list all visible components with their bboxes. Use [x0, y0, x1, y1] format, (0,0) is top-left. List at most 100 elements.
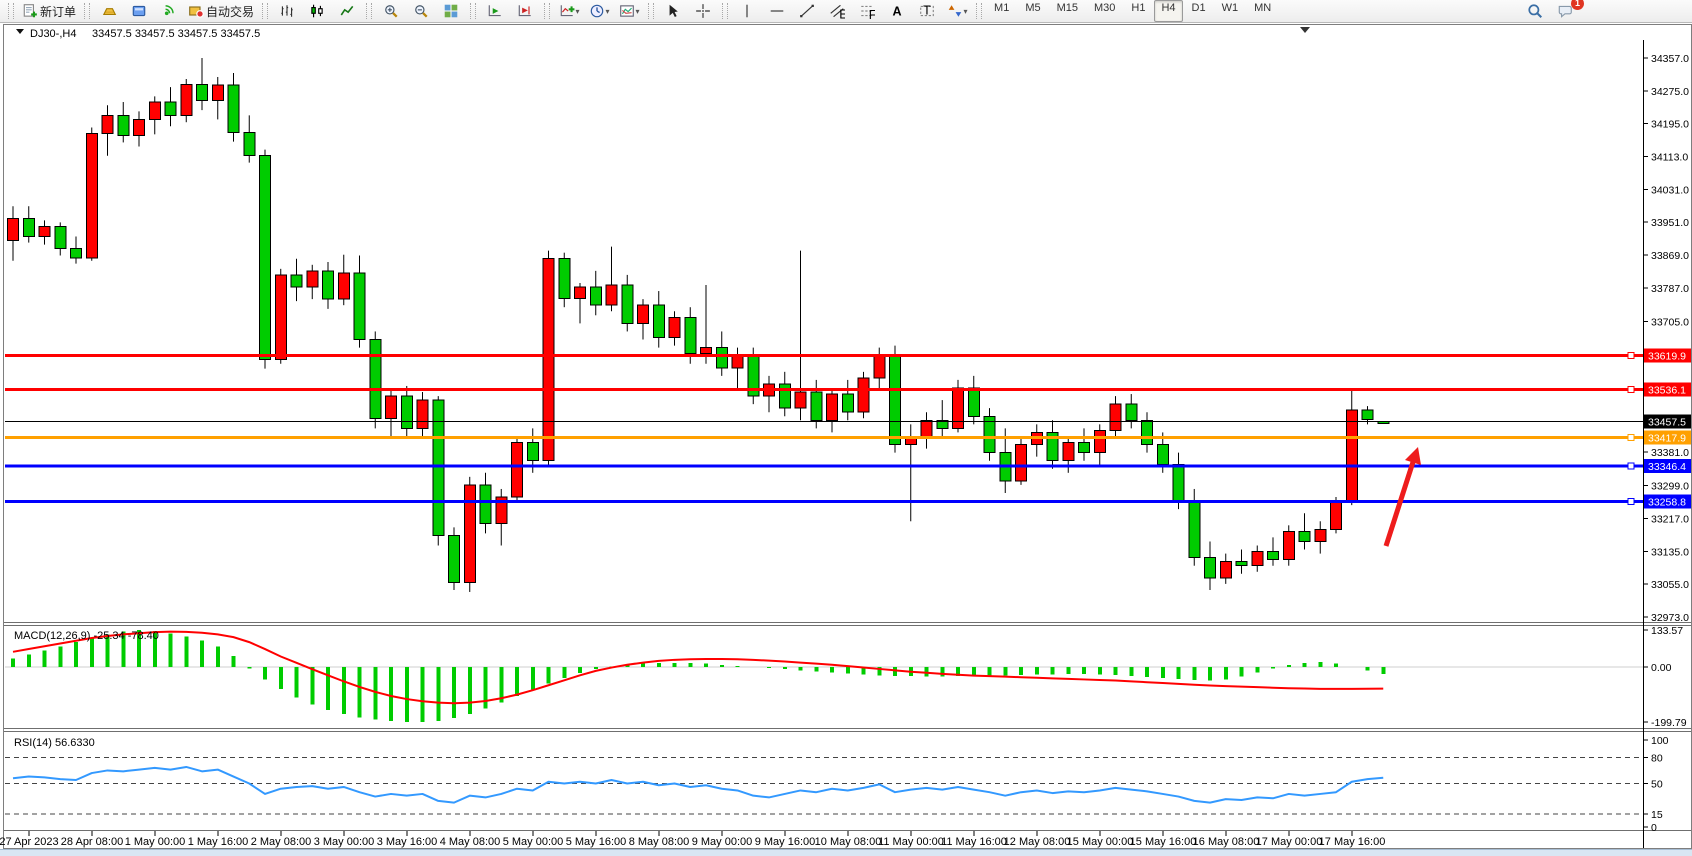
candle-chart-button[interactable]: [303, 0, 331, 22]
toolbar-grip[interactable]: [8, 3, 14, 19]
toolbar-grip[interactable]: [544, 3, 551, 19]
zoom-out-button[interactable]: [407, 0, 435, 22]
vertical-line-button[interactable]: [733, 0, 761, 22]
dropdown-arrow-icon[interactable]: ▾: [575, 6, 580, 16]
toolbar-grip[interactable]: [84, 3, 91, 19]
line-handle[interactable]: [1627, 352, 1635, 360]
time-tick-label: 10 May 08:00: [815, 836, 882, 848]
terminal-button[interactable]: [125, 0, 153, 22]
channel-button[interactable]: E: [823, 0, 851, 22]
annotations-layer[interactable]: [1383, 447, 1421, 547]
line-chart-button[interactable]: [333, 0, 361, 22]
price-line-33258.8[interactable]: 33258.8: [5, 494, 1691, 509]
time-tick-label: 4 May 08:00: [440, 836, 501, 848]
auto-trading-button-label: 自动交易: [206, 4, 255, 19]
trendline-button[interactable]: [793, 0, 821, 22]
timeframe-h1-button[interactable]: H1: [1131, 2, 1146, 14]
candle-body: [983, 415, 996, 454]
timeframe-m30-button[interactable]: M30: [1094, 2, 1116, 14]
bullish-arrow-annotation[interactable]: [1383, 447, 1421, 547]
time-tick-label: 8 May 08:00: [629, 836, 690, 848]
dropdown-arrow-icon[interactable]: ▾: [605, 6, 610, 16]
text-label-button[interactable]: T: [913, 0, 941, 22]
candle-body: [857, 377, 870, 413]
line-handle[interactable]: [1627, 433, 1635, 441]
candle-body: [101, 114, 114, 135]
cursor-button[interactable]: [659, 0, 687, 22]
price-line-33536.1[interactable]: 33536.1: [5, 382, 1691, 397]
candle-body: [1109, 403, 1122, 431]
time-tick-label: 9 May 00:00: [692, 836, 753, 848]
candle-body: [542, 258, 555, 462]
macd-axis-label: 133.57: [1651, 625, 1683, 637]
price-line-33619.9[interactable]: 33619.9: [5, 348, 1691, 363]
timeframe-m15-button[interactable]: M15: [1056, 2, 1078, 14]
chart-shift-button[interactable]: [511, 0, 539, 22]
deposit-button[interactable]: [95, 0, 123, 22]
indicators-button[interactable]: ▾: [555, 0, 583, 22]
timeframe-mn-button[interactable]: MN: [1254, 2, 1272, 14]
price-line-33346.4[interactable]: 33346.4: [5, 459, 1691, 474]
toolbar-grip[interactable]: [470, 3, 477, 19]
price-line-33457.5[interactable]: 33457.5: [5, 414, 1691, 429]
periods-button[interactable]: ▾: [585, 0, 613, 22]
candle-body: [841, 393, 854, 413]
timeframe-d1-button[interactable]: D1: [1191, 2, 1206, 14]
candle-body: [1156, 444, 1169, 466]
text-button[interactable]: A: [883, 0, 911, 22]
time-tick-label: 15 May 16:00: [1130, 836, 1197, 848]
auto-trading-button[interactable]: 自动交易: [185, 0, 257, 22]
arrows-button[interactable]: ▾: [943, 0, 971, 22]
chart-shift-marker-icon[interactable]: [1300, 27, 1310, 33]
svg-text:T: T: [923, 3, 931, 17]
signals-button[interactable]: [155, 0, 183, 22]
price-line-label: 33346.4: [1648, 461, 1686, 473]
time-tick-label: 16 May 08:00: [1193, 836, 1260, 848]
candle-body: [1172, 464, 1185, 502]
fibonacci-button[interactable]: F: [853, 0, 881, 22]
bar-chart-button[interactable]: [273, 0, 301, 22]
tile-windows-button[interactable]: [437, 0, 465, 22]
dropdown-arrow-icon[interactable]: ▾: [635, 6, 640, 16]
candle-body: [22, 217, 35, 238]
zoom-in-button[interactable]: [377, 0, 405, 22]
price-tick-label: 32973.0: [1651, 612, 1689, 624]
line-handle[interactable]: [1627, 386, 1635, 394]
rsi-line: [12, 765, 1384, 804]
toolbar-grip[interactable]: [648, 3, 655, 19]
candle-body: [967, 387, 980, 417]
timeframe-w1-button[interactable]: W1: [1221, 2, 1239, 14]
auto-scroll-button[interactable]: [481, 0, 509, 22]
axes-layer[interactable]: 34357.0 34275.0 34195.0 34113.0 34031.0 33951…: [0, 40, 1691, 848]
candle-body: [778, 383, 791, 409]
candle-body: [1141, 419, 1153, 446]
candle-body: [322, 270, 334, 300]
price-line-33417.9[interactable]: 33417.9: [5, 430, 1691, 445]
search-button[interactable]: [1521, 0, 1549, 22]
dropdown-arrow-icon[interactable]: ▾: [963, 6, 968, 16]
new-order-button[interactable]: 新订单: [19, 0, 79, 22]
line-handle[interactable]: [1627, 462, 1635, 470]
crosshair-button[interactable]: [689, 0, 717, 22]
time-tick-label: 1 May 00:00: [125, 836, 186, 848]
templates-button[interactable]: ▾: [615, 0, 643, 22]
chart-dropdown-icon[interactable]: [16, 29, 24, 34]
horizontal-line-button[interactable]: [763, 0, 791, 22]
time-tick-label: 5 May 16:00: [566, 836, 627, 848]
arrows-icon: [948, 5, 961, 17]
candle-body: [1046, 431, 1059, 462]
timeframe-m5-button[interactable]: M5: [1025, 2, 1041, 14]
toolbar-grip[interactable]: [722, 3, 729, 19]
candle-body: [652, 304, 665, 339]
notifications-button[interactable]: 1: [1551, 0, 1584, 22]
toolbar-grip[interactable]: [262, 3, 269, 19]
tile-windows-icon: [444, 4, 458, 18]
timeframe-m1-button[interactable]: M1: [994, 2, 1010, 14]
timeframe-h4-button[interactable]: H4: [1154, 0, 1183, 22]
price-lines-layer[interactable]: 33619.9 33536.1 33457.5 33417.9 33346.4 33258…: [5, 348, 1691, 509]
toolbar-grip[interactable]: [976, 3, 983, 19]
toolbar-grip[interactable]: [366, 3, 373, 19]
line-handle[interactable]: [1627, 498, 1635, 506]
candle-body: [353, 272, 366, 341]
